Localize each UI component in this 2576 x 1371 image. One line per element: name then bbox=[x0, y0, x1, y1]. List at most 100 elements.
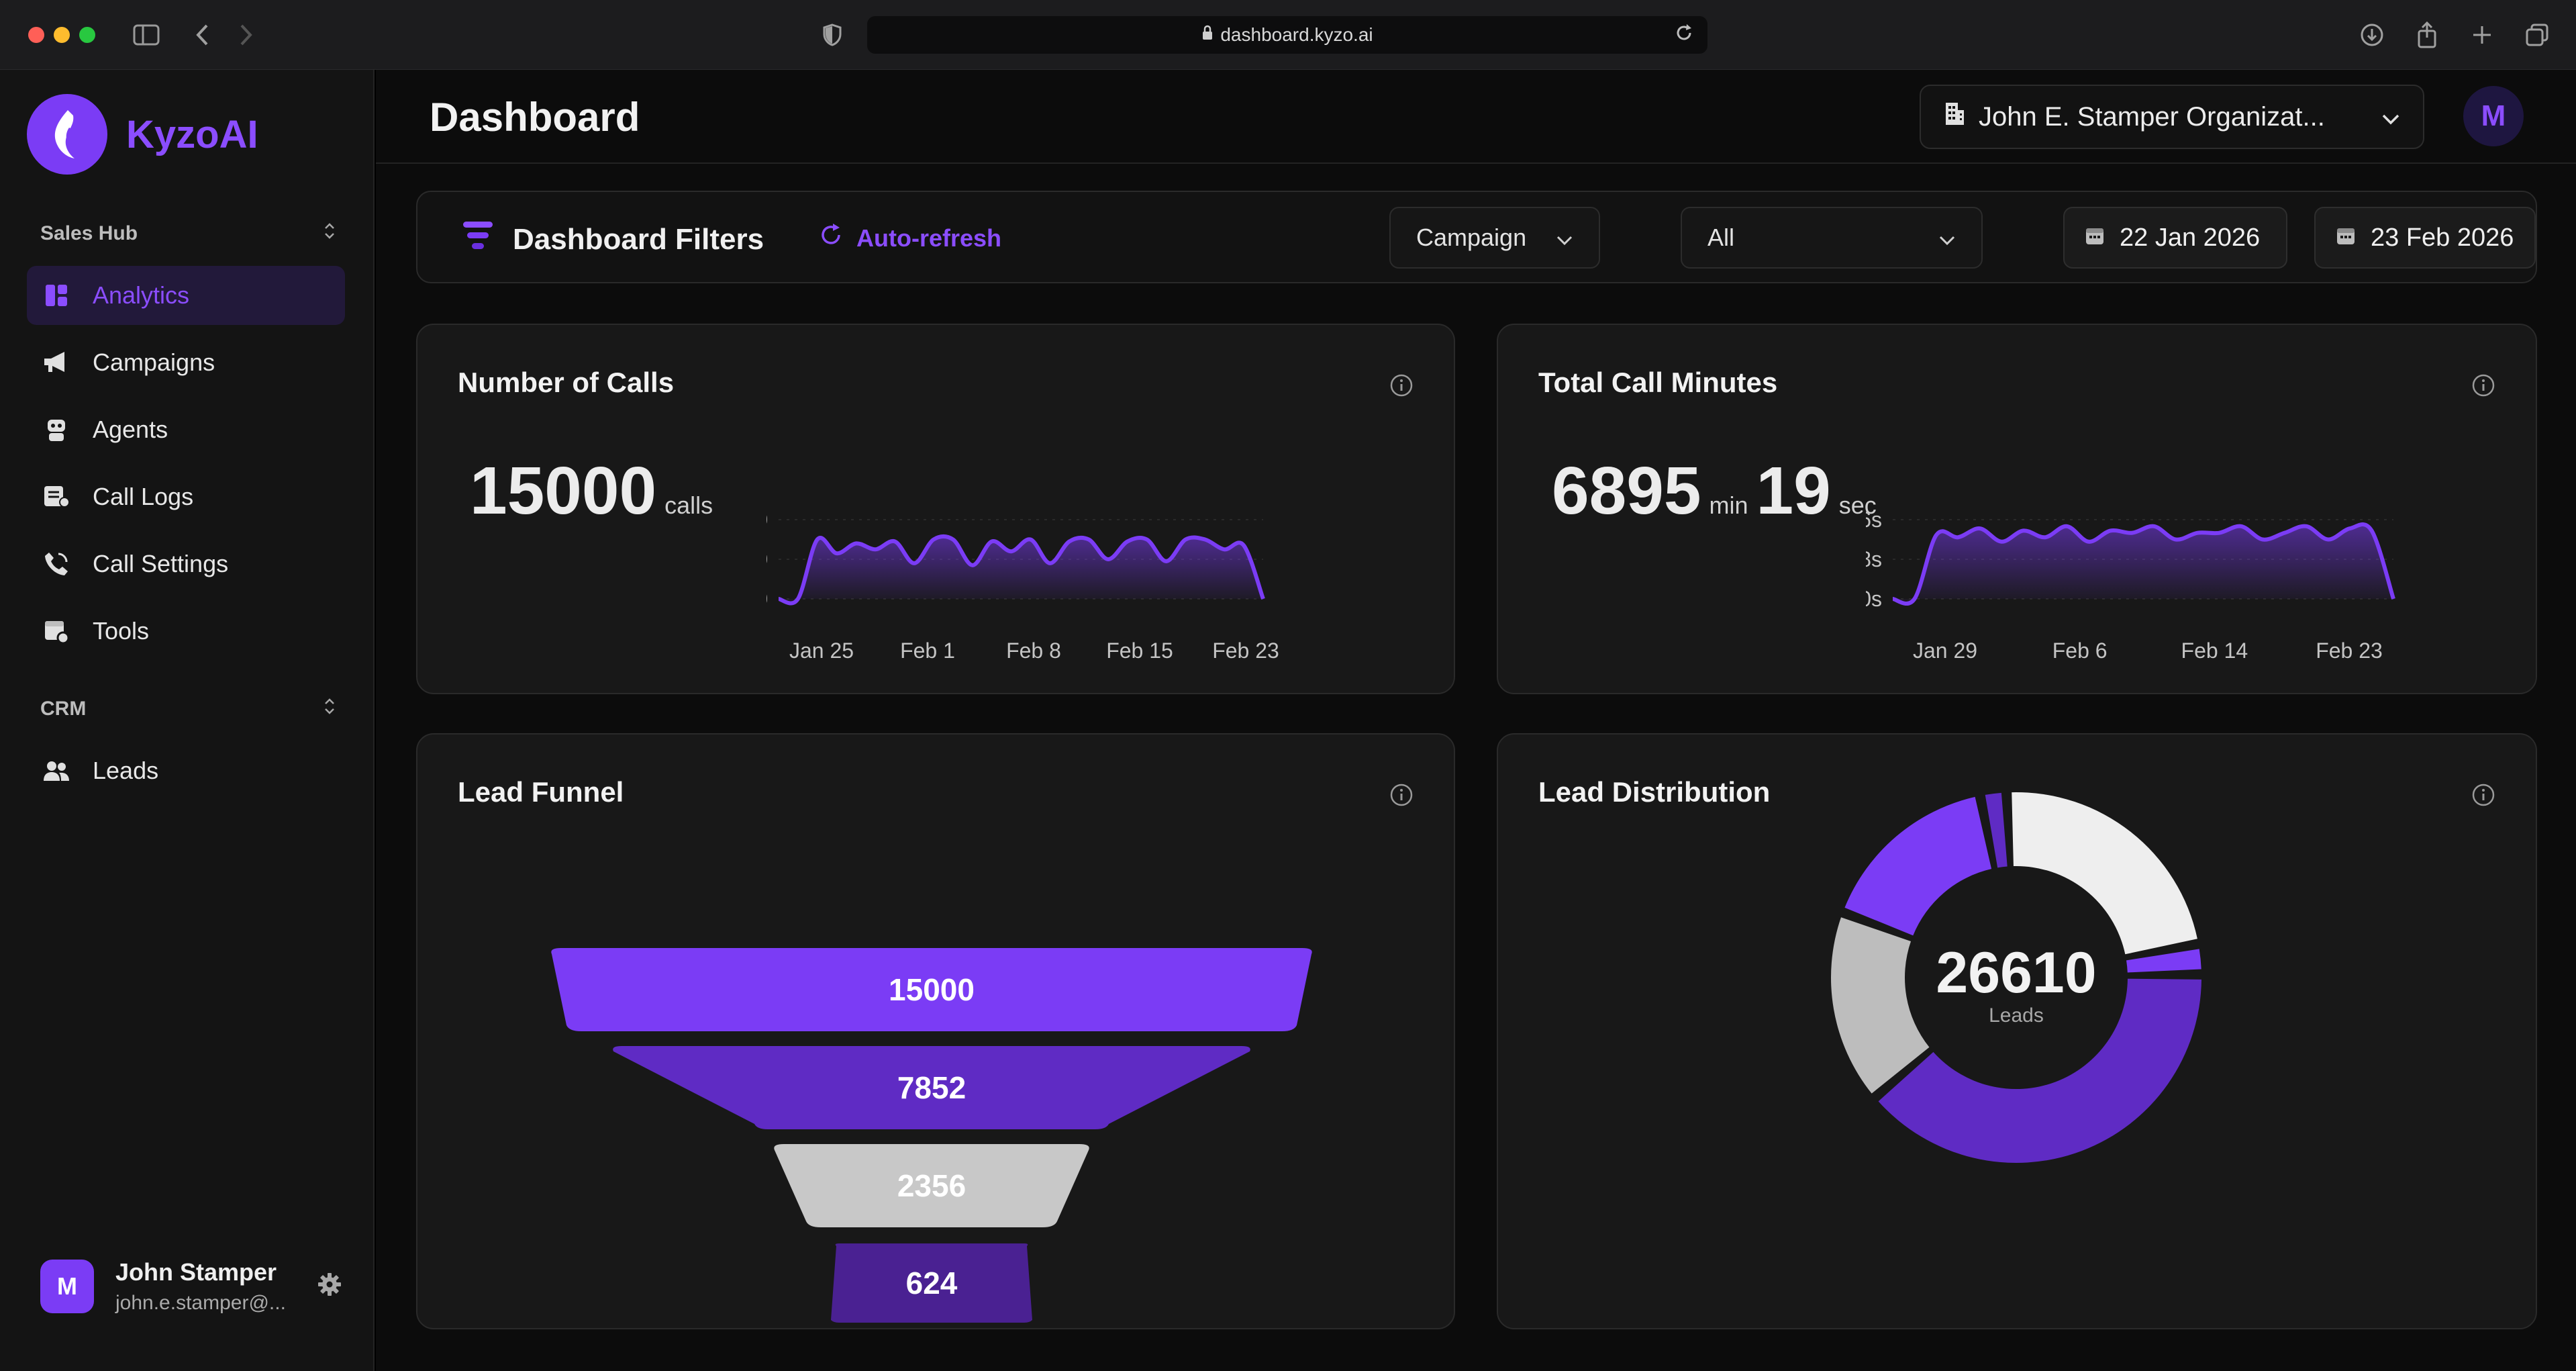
sidebar-item-call-logs[interactable]: Call Logs bbox=[27, 467, 345, 526]
info-icon[interactable] bbox=[1389, 783, 1414, 810]
sidebar-item-label: Campaigns bbox=[93, 348, 215, 376]
phone-icon bbox=[40, 548, 72, 580]
funnel-stage[interactable] bbox=[613, 1046, 1250, 1129]
section-crm[interactable]: CRM bbox=[40, 697, 336, 721]
gear-icon[interactable] bbox=[317, 1272, 342, 1301]
funnel-stage-label: 2356 bbox=[897, 1168, 966, 1203]
sidebar-item-campaigns[interactable]: Campaigns bbox=[27, 333, 345, 392]
section-title: Sales Hub bbox=[40, 222, 138, 244]
y-tick-label: 0m 18s bbox=[1866, 547, 1882, 571]
calls-value: 15000 bbox=[470, 453, 657, 528]
sidebar-item-agents[interactable]: Agents bbox=[27, 400, 345, 459]
dashboard-filters: Dashboard Filters Auto-refresh Campaign … bbox=[416, 191, 2537, 283]
donut-segment[interactable] bbox=[2012, 792, 2197, 955]
minutes-unit: min bbox=[1709, 491, 1748, 519]
lead-distribution-donut: 26610 Leads bbox=[1831, 792, 2201, 1163]
y-tick-label: 0m 0s bbox=[1866, 587, 1882, 611]
card-title: Lead Funnel bbox=[458, 776, 624, 808]
section-sales-hub[interactable]: Sales Hub bbox=[40, 222, 336, 246]
campaign-value-select[interactable]: All bbox=[1681, 207, 1983, 269]
donut-segment[interactable] bbox=[1831, 917, 1930, 1094]
funnel-stage[interactable] bbox=[774, 1144, 1089, 1227]
series-area bbox=[779, 536, 1263, 604]
select-value: Campaign bbox=[1416, 224, 1527, 251]
x-tick-label: Jan 29 bbox=[1913, 639, 1977, 663]
info-icon[interactable] bbox=[2471, 373, 2495, 401]
donut-segment[interactable] bbox=[1878, 978, 2201, 1163]
url-text: dashboard.kyzo.ai bbox=[1220, 24, 1373, 45]
lock-icon bbox=[1201, 24, 1213, 46]
x-tick-label: Feb 1 bbox=[900, 639, 955, 663]
share-icon[interactable] bbox=[2411, 19, 2443, 51]
address-bar[interactable]: dashboard.kyzo.ai bbox=[867, 16, 1707, 54]
date-to-picker[interactable]: 23 Feb 2026 bbox=[2314, 207, 2536, 269]
reload-icon[interactable] bbox=[1674, 23, 1694, 48]
y-tick-label: 400 bbox=[766, 508, 768, 532]
user-avatar: M bbox=[40, 1260, 94, 1313]
forward-icon[interactable] bbox=[230, 19, 262, 51]
funnel-stage[interactable] bbox=[831, 1243, 1032, 1323]
donut-segment[interactable] bbox=[1985, 792, 2008, 868]
expand-collapse-icon bbox=[324, 222, 336, 246]
chevron-down-icon bbox=[1938, 224, 1956, 252]
tools-icon bbox=[40, 615, 72, 647]
card-title: Lead Distribution bbox=[1538, 776, 1771, 808]
user-email: john.e.stamper@... bbox=[115, 1292, 286, 1314]
new-tab-icon[interactable] bbox=[2466, 19, 2498, 51]
filters-title: Dashboard Filters bbox=[513, 222, 764, 256]
seconds-value: 19 bbox=[1756, 453, 1831, 528]
calendar-icon bbox=[2336, 224, 2356, 252]
card-title: Total Call Minutes bbox=[1538, 367, 1778, 398]
funnel-stage[interactable] bbox=[551, 948, 1312, 1031]
brand[interactable]: KyzoAI bbox=[27, 94, 258, 175]
sidebar-item-tools[interactable]: Tools bbox=[27, 602, 345, 661]
analytics-icon bbox=[40, 279, 72, 312]
sidebar-item-analytics[interactable]: Analytics bbox=[27, 266, 345, 325]
calendar-icon bbox=[2085, 224, 2105, 252]
date-to-value: 23 Feb 2026 bbox=[2371, 223, 2514, 252]
campaign-type-select[interactable]: Campaign bbox=[1389, 207, 1600, 269]
main-content: Dashboard John E. Stamper Organizat... M… bbox=[376, 70, 2576, 1371]
organization-name: John E. Stamper Organizat... bbox=[1979, 101, 2325, 132]
users-icon bbox=[40, 755, 72, 787]
browser-chrome: dashboard.kyzo.ai bbox=[0, 0, 2576, 70]
user-profile[interactable]: M John Stamper john.e.stamper@... bbox=[40, 1258, 341, 1315]
chevron-down-icon bbox=[2381, 102, 2400, 132]
sidebar-toggle-icon[interactable] bbox=[130, 19, 162, 51]
filter-icon bbox=[462, 219, 494, 260]
sidebar-item-label: Agents bbox=[93, 416, 168, 443]
shield-icon[interactable] bbox=[816, 19, 848, 51]
back-icon[interactable] bbox=[187, 19, 219, 51]
minutes-stat: 6895 min 19 sec bbox=[1552, 453, 1885, 530]
select-value: All bbox=[1707, 224, 1735, 251]
sidebar-item-label: Analytics bbox=[93, 281, 190, 309]
auto-refresh-toggle[interactable]: Auto-refresh bbox=[819, 223, 1001, 253]
date-from-picker[interactable]: 22 Jan 2026 bbox=[2063, 207, 2287, 269]
info-icon[interactable] bbox=[1389, 373, 1414, 401]
info-icon[interactable] bbox=[2471, 783, 2495, 810]
close-window-button[interactable] bbox=[28, 27, 44, 43]
y-tick-label: 0 bbox=[766, 587, 768, 611]
x-tick-label: Feb 23 bbox=[2316, 639, 2383, 663]
downloads-icon[interactable] bbox=[2356, 19, 2388, 51]
sidebar-item-leads[interactable]: Leads bbox=[27, 741, 345, 800]
funnel-stage-label: 7852 bbox=[897, 1070, 966, 1105]
sidebar-item-label: Call Settings bbox=[93, 550, 229, 577]
y-tick-label: 0m 36s bbox=[1866, 508, 1882, 532]
tab-overview-icon[interactable] bbox=[2521, 19, 2553, 51]
donut-segment[interactable] bbox=[2126, 949, 2201, 973]
sidebar-item-call-settings[interactable]: Call Settings bbox=[27, 534, 345, 594]
minimize-window-button[interactable] bbox=[54, 27, 70, 43]
top-bar: Dashboard John E. Stamper Organizat... M bbox=[376, 70, 2576, 164]
sidebar: KyzoAI Sales Hub Analytics Campaigns Age… bbox=[0, 70, 375, 1371]
card-title: Number of Calls bbox=[458, 367, 675, 398]
brand-name: KyzoAI bbox=[126, 112, 258, 156]
robot-icon bbox=[40, 414, 72, 446]
y-tick-label: 200 bbox=[766, 547, 768, 571]
donut-segment[interactable] bbox=[1844, 796, 1992, 936]
organization-select[interactable]: John E. Stamper Organizat... bbox=[1920, 85, 2424, 149]
maximize-window-button[interactable] bbox=[79, 27, 95, 43]
refresh-icon bbox=[819, 223, 843, 253]
call-log-icon bbox=[40, 481, 72, 513]
header-avatar[interactable]: M bbox=[2463, 86, 2524, 146]
